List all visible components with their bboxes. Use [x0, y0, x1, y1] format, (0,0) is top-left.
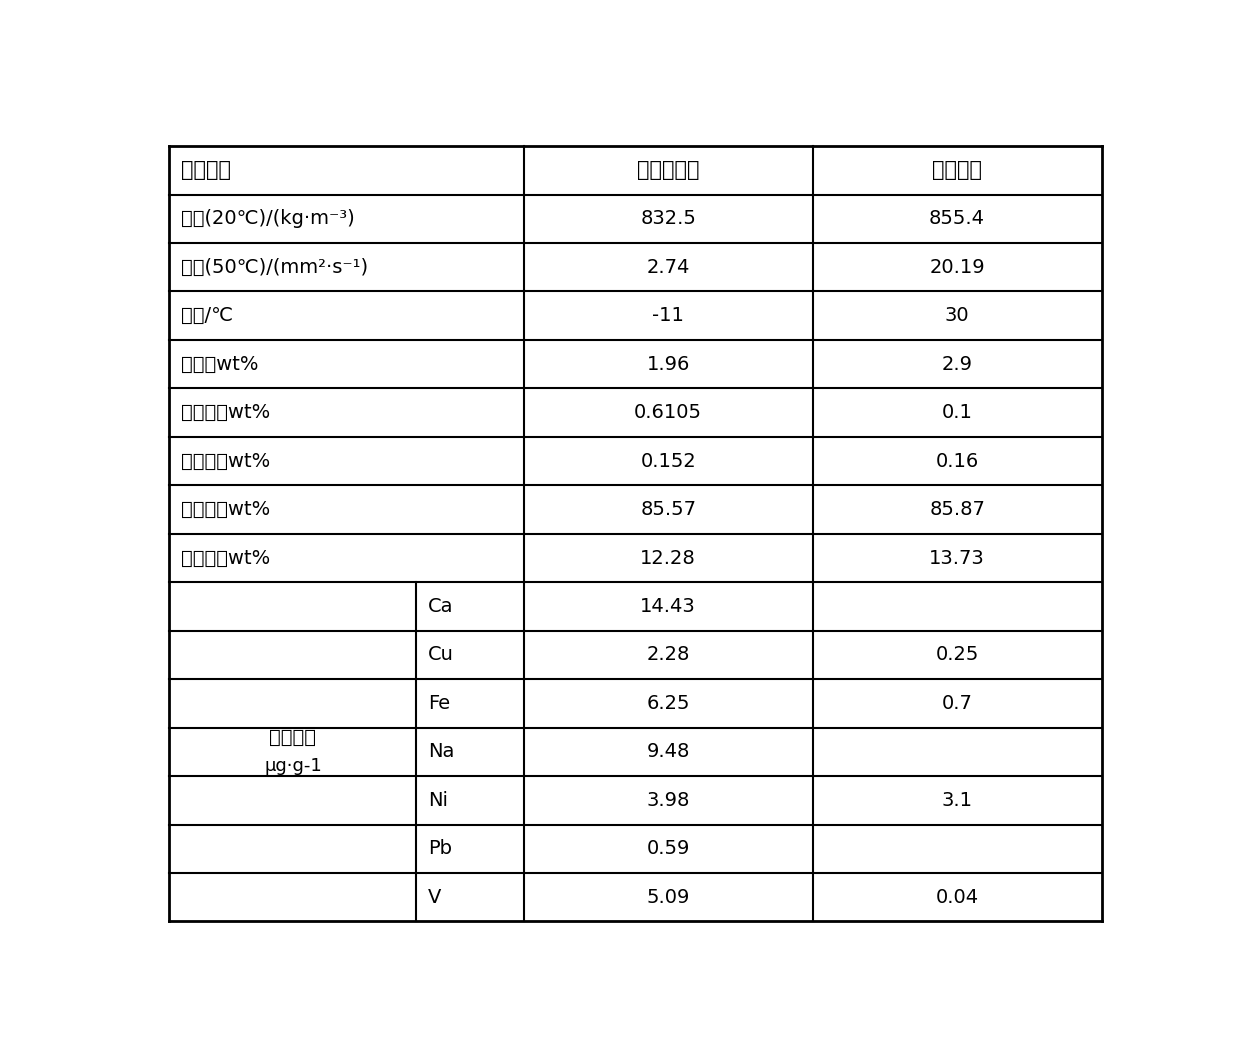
Text: 凝点/℃: 凝点/℃	[181, 306, 233, 325]
Text: 密度(20℃)/(kg·m⁻³): 密度(20℃)/(kg·m⁻³)	[181, 209, 355, 229]
Text: 0.6105: 0.6105	[634, 403, 702, 422]
Text: V: V	[428, 887, 441, 906]
Text: 3.98: 3.98	[646, 791, 689, 810]
Text: 12.28: 12.28	[640, 549, 696, 568]
Text: Na: Na	[428, 743, 454, 762]
Text: 俄罗斯原油: 俄罗斯原油	[637, 160, 699, 180]
Text: 20.19: 20.19	[929, 258, 985, 277]
Text: 0.25: 0.25	[935, 645, 978, 664]
Text: 5.09: 5.09	[646, 887, 689, 906]
Text: 3.1: 3.1	[941, 791, 972, 810]
Text: 13.73: 13.73	[929, 549, 985, 568]
Text: 85.57: 85.57	[640, 500, 696, 519]
Text: μg·g-1: μg·g-1	[264, 757, 322, 775]
Text: Cu: Cu	[428, 645, 454, 664]
Text: 832.5: 832.5	[640, 209, 696, 229]
Text: 粘度(50℃)/(mm²·s⁻¹): 粘度(50℃)/(mm²·s⁻¹)	[181, 258, 368, 277]
Text: 大庆原油: 大庆原油	[932, 160, 982, 180]
Text: 0.152: 0.152	[640, 451, 696, 471]
Text: 0.1: 0.1	[941, 403, 972, 422]
Text: 残炭，wt%: 残炭，wt%	[181, 355, 258, 373]
Text: 氢含量，wt%: 氢含量，wt%	[181, 549, 270, 568]
Text: 硫含量，wt%: 硫含量，wt%	[181, 403, 270, 422]
Text: 85.87: 85.87	[929, 500, 985, 519]
Text: 14.43: 14.43	[640, 597, 696, 616]
Text: 氮含量，wt%: 氮含量，wt%	[181, 451, 270, 471]
Text: 金属含量: 金属含量	[269, 728, 316, 747]
Text: 1.96: 1.96	[646, 355, 689, 373]
Text: Pb: Pb	[428, 839, 451, 858]
Text: 分析项目: 分析项目	[181, 160, 231, 180]
Text: 855.4: 855.4	[929, 209, 985, 229]
Text: Ni: Ni	[428, 791, 448, 810]
Text: 2.9: 2.9	[941, 355, 972, 373]
Text: 2.28: 2.28	[646, 645, 689, 664]
Text: 碳含量，wt%: 碳含量，wt%	[181, 500, 270, 519]
Text: 9.48: 9.48	[646, 743, 689, 762]
Text: 30: 30	[945, 306, 970, 325]
Text: 0.16: 0.16	[935, 451, 978, 471]
Text: Fe: Fe	[428, 693, 450, 713]
Text: Ca: Ca	[428, 597, 454, 616]
Text: 0.59: 0.59	[646, 839, 689, 858]
Text: 2.74: 2.74	[646, 258, 689, 277]
Text: 6.25: 6.25	[646, 693, 689, 713]
Text: 0.7: 0.7	[941, 693, 972, 713]
Text: -11: -11	[652, 306, 684, 325]
Text: 0.04: 0.04	[935, 887, 978, 906]
